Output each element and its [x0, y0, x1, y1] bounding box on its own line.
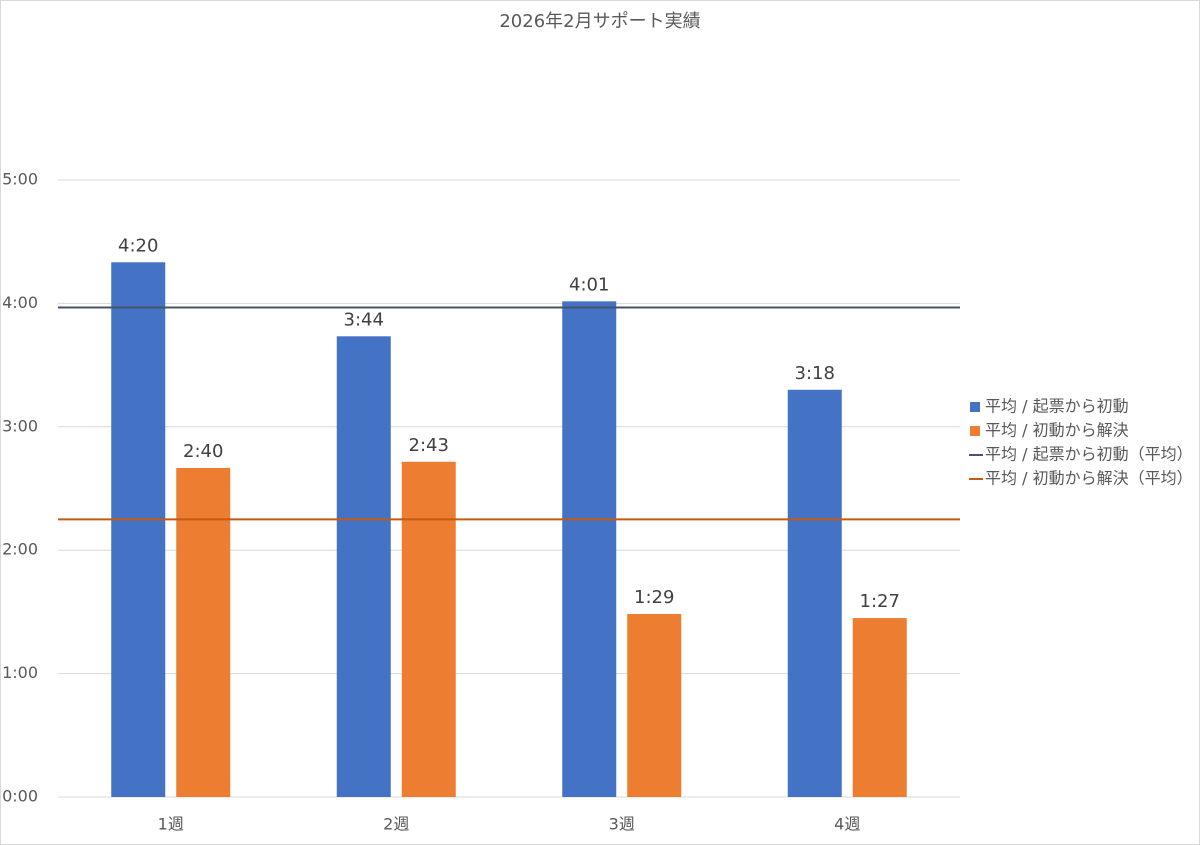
data-label: 1:27: [860, 591, 900, 612]
y-tick-label: 3:00: [2, 416, 38, 435]
y-tick-label: 4:00: [2, 293, 38, 312]
y-tick-label: 1:00: [2, 663, 38, 682]
data-label: 3:44: [344, 309, 384, 330]
y-tick-label: 5:00: [2, 170, 38, 189]
x-tick-label: 3週: [609, 815, 635, 834]
bar: [562, 301, 617, 797]
y-tick-label: 2:00: [2, 540, 38, 559]
bar: [787, 389, 842, 797]
x-tick-label: 4週: [834, 815, 860, 834]
data-label: 4:20: [118, 235, 158, 256]
data-label: 3:18: [795, 363, 835, 384]
data-label: 2:40: [183, 441, 223, 462]
legend-label: 平均 / 初動から解決: [985, 421, 1129, 440]
bar: [401, 461, 456, 797]
legend-swatch: [970, 402, 980, 412]
bar: [336, 336, 391, 797]
bar: [111, 262, 166, 797]
x-tick-label: 1週: [158, 815, 184, 834]
legend-swatch: [970, 426, 980, 436]
chart-title: 2026年2月サポート実績: [499, 11, 700, 32]
bar: [176, 467, 231, 797]
legend-label: 平均 / 起票から初動: [985, 397, 1129, 416]
data-label: 1:29: [634, 587, 674, 608]
legend-label: 平均 / 初動から解決（平均）: [985, 469, 1193, 488]
legend-label: 平均 / 起票から初動（平均）: [985, 445, 1193, 464]
bar: [852, 618, 907, 797]
x-tick-label: 2週: [383, 815, 409, 834]
bar: [627, 613, 682, 797]
data-label: 2:43: [409, 435, 449, 456]
y-tick-label: 0:00: [2, 787, 38, 806]
data-label: 4:01: [569, 274, 609, 295]
